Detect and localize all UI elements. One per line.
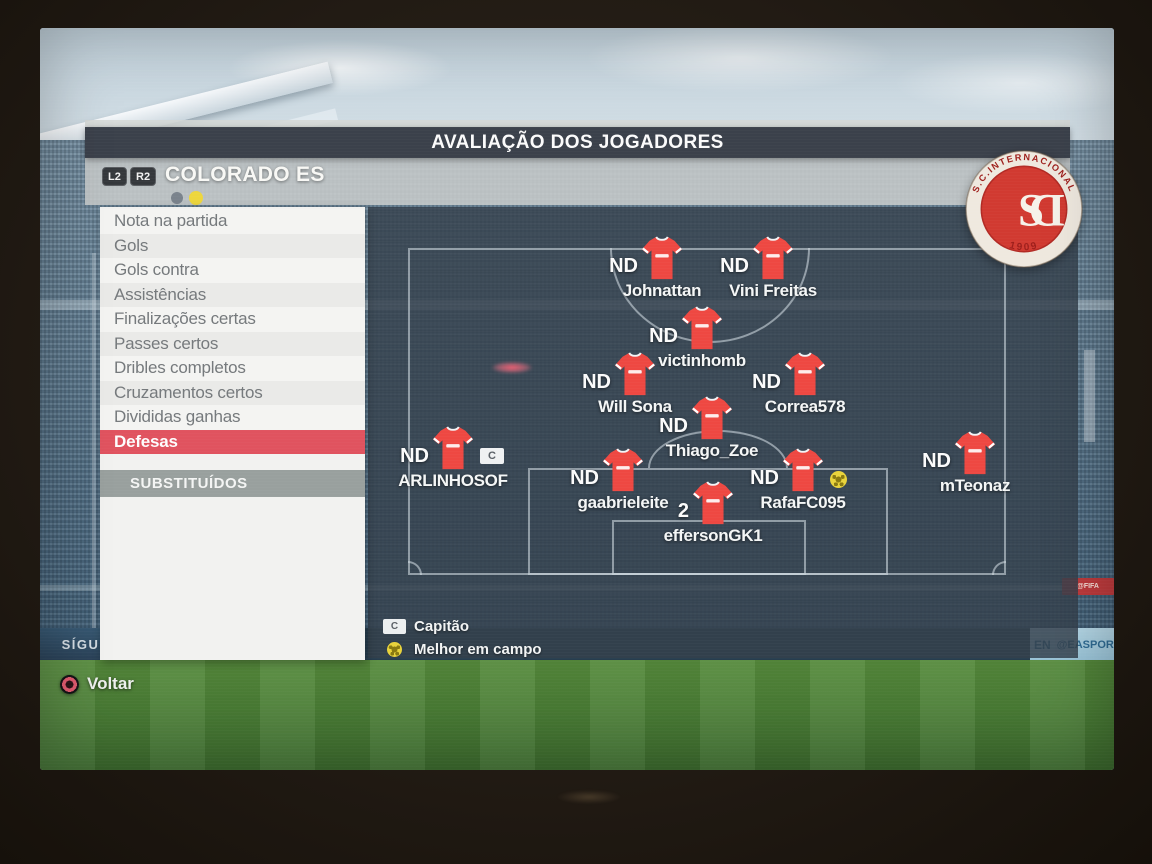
r2-button-hint[interactable]: R2	[130, 167, 157, 186]
legend: C Capitão Melhor em campo	[383, 615, 542, 661]
jersey-icon	[692, 481, 734, 525]
menu-item-dribles-completos[interactable]: Dribles completos	[100, 356, 365, 381]
menu-item-gols[interactable]: Gols	[100, 233, 365, 258]
menu-item-nota-na-partida[interactable]: Nota na partida	[100, 209, 365, 234]
jersey-icon	[602, 448, 644, 492]
tv-brand-logo	[556, 790, 622, 804]
player-rating: ND	[720, 255, 749, 277]
player-vini-freitas: ND Vini Freitas	[720, 235, 817, 300]
jersey-icon	[691, 396, 733, 440]
player-name: RafaFC095	[760, 493, 846, 512]
player-rafafc095: ND RafaFC095	[750, 447, 847, 512]
goal-post	[92, 253, 96, 628]
jersey-icon	[614, 352, 656, 396]
jersey-icon	[784, 352, 826, 396]
title-top-strip	[85, 120, 1070, 127]
circle-button-icon	[60, 674, 79, 694]
player-name: victinhomb	[658, 351, 746, 370]
player-gaabrieleite: ND gaabrieleite	[570, 447, 669, 512]
stats-panel: Nota na partida Gols Gols contra Assistê…	[100, 207, 365, 660]
player-rating: ND	[750, 467, 779, 489]
jersey-icon	[954, 431, 996, 475]
l2-button-hint[interactable]: L2	[102, 167, 127, 186]
player-mteonaz: ND mTeonaz	[922, 430, 1010, 495]
legend-captain-row: C Capitão	[383, 615, 542, 638]
jersey-icon	[681, 306, 723, 350]
player-rating: ND	[659, 415, 688, 437]
player-rating: ND	[922, 450, 951, 472]
menu-item-defesas[interactable]: Defesas	[100, 429, 365, 454]
player-rating: 2	[677, 500, 689, 522]
motm-ball-icon	[387, 642, 402, 657]
player-name: Johnattan	[622, 281, 702, 300]
menu-item-passes-certos[interactable]: Passes certos	[100, 331, 365, 356]
team-name: COLORADO ES	[165, 163, 325, 186]
legend-motm-label: Melhor em campo	[414, 641, 542, 658]
player-name: Vini Freitas	[729, 281, 817, 300]
substitutes-header: SUBSTITUÍDOS	[100, 470, 365, 497]
game-screen: SÍGUENOS EN EN @EASPORTS @FIFA AVALIAÇÃO…	[40, 28, 1114, 770]
legend-motm-row: Melhor em campo	[383, 638, 542, 661]
jersey-icon	[752, 236, 794, 280]
player-name: mTeonaz	[939, 476, 1011, 495]
player-rating: ND	[752, 371, 781, 393]
stats-menu: Nota na partida Gols Gols contra Assistê…	[100, 209, 365, 454]
captain-badge-icon: C	[480, 448, 504, 464]
stand-stairway	[1084, 350, 1095, 442]
player-effersongk1: 2 effersonGK1	[664, 480, 763, 545]
jersey-icon	[432, 426, 474, 470]
player-rating: ND	[609, 255, 638, 277]
page-dot-inactive	[171, 192, 183, 204]
menu-item-cruzamentos-certos[interactable]: Cruzamentos certos	[100, 380, 365, 405]
player-name: effersonGK1	[663, 526, 763, 545]
player-correa578: ND Correa578	[752, 351, 846, 416]
back-label: Voltar	[87, 674, 134, 693]
svg-text:1909: 1909	[1008, 240, 1040, 253]
menu-item-finalizacoes-certas[interactable]: Finalizações certas	[100, 307, 365, 332]
player-name: Thiago_Zoe	[665, 441, 759, 460]
player-johnattan: ND Johnattan	[609, 235, 702, 300]
player-thiago-zoe: ND Thiago_Zoe	[659, 395, 759, 460]
club-crest-internacional: S.C.INTERNACIONAL 1909 SCI	[965, 150, 1083, 268]
player-will-sona: ND Will Sona	[582, 351, 672, 416]
player-name: Correa578	[764, 397, 846, 416]
team-header: L2 R2 COLORADO ES	[85, 158, 1070, 205]
legend-captain-label: Capitão	[414, 618, 470, 635]
player-arlinhosof: ND C ARLINHOSOF	[398, 425, 508, 490]
page-title: AVALIAÇÃO DOS JOGADORES	[85, 127, 1070, 158]
motm-ball-icon	[830, 471, 847, 488]
jersey-icon	[641, 236, 683, 280]
player-rating: ND	[649, 325, 678, 347]
player-rating: ND	[582, 371, 611, 393]
crest-year: 1909	[1008, 240, 1038, 253]
pitch-grass	[40, 660, 1114, 770]
formation-pitch-overlay: C Capitão Melhor em campo	[368, 207, 1078, 658]
captain-badge-icon: C	[383, 619, 406, 634]
laser-glare-artifact	[492, 362, 532, 373]
player-name: gaabrieleite	[577, 493, 669, 512]
player-victinhomb: ND victinhomb	[649, 305, 746, 370]
jersey-icon	[782, 448, 824, 492]
player-name: Will Sona	[598, 397, 672, 416]
player-rating: ND	[400, 445, 429, 467]
player-rating: ND	[570, 467, 599, 489]
menu-item-gols-contra[interactable]: Gols contra	[100, 258, 365, 283]
menu-item-assistencias[interactable]: Assistências	[100, 282, 365, 307]
pitch-corner-arc-right	[992, 561, 1006, 575]
page-dot-active	[189, 191, 203, 205]
player-name: ARLINHOSOF	[398, 471, 508, 490]
menu-item-divididas-ganhas[interactable]: Divididas ganhas	[100, 405, 365, 430]
back-control[interactable]: Voltar	[60, 674, 134, 694]
page-dots	[171, 191, 203, 205]
